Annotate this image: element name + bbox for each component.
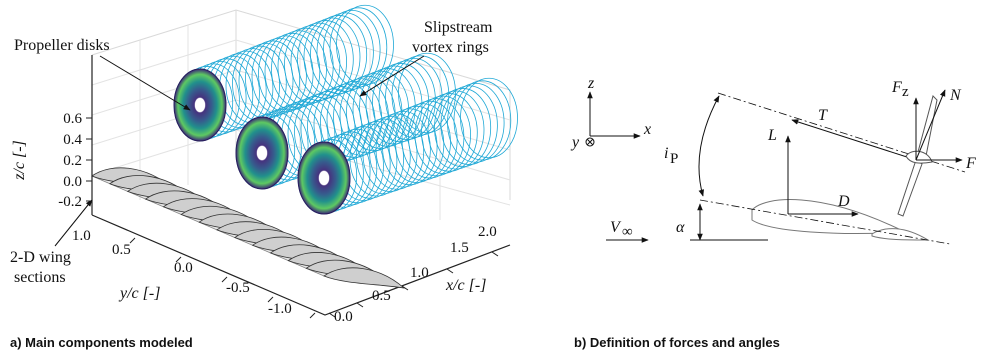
y-ticks [129, 237, 316, 319]
axis-y-label: y [570, 134, 580, 151]
y-tick-0.0: 0.0 [174, 260, 193, 276]
vortex-ring [336, 4, 394, 86]
vortex-ring [290, 22, 347, 101]
x-tick-1.5: 1.5 [450, 240, 469, 256]
vortex-ring [460, 77, 518, 159]
x-tick-1.0: 1.0 [410, 265, 429, 281]
vortex-ring [297, 20, 354, 99]
y-tick-neg1.0: -1.0 [268, 301, 292, 317]
vortex-ring [440, 85, 498, 165]
wing-sections-label-2: sections [14, 269, 66, 286]
caption-a: a) Main components modeled [10, 335, 193, 350]
x-tick-0.5: 0.5 [372, 288, 391, 304]
panel-b-forces-diagram: z x y α i P V ∞ L D T [570, 75, 976, 350]
flap [871, 228, 930, 241]
vortex-ring [414, 95, 471, 174]
thrust-label: T [818, 107, 828, 124]
vortex-ring [310, 15, 368, 95]
vortex-ring [382, 108, 438, 186]
vortex-ring [378, 60, 436, 140]
y-axis-label: y/c [-] [118, 285, 160, 302]
vortex-ring [447, 82, 505, 163]
vortex-ring [258, 35, 314, 113]
x-ticks [328, 251, 499, 318]
lift-label: L [767, 127, 777, 144]
vortex-ring [316, 12, 374, 92]
x-axis-label: x/c [-] [445, 277, 486, 294]
ip-label: i [664, 145, 668, 162]
alpha-label: α [676, 219, 685, 236]
vortex-ring [453, 80, 512, 161]
z-ticks [86, 117, 92, 202]
vortex-ring [264, 32, 321, 110]
panel-a-3d-plot: 0.6 0.4 0.2 0.0 -0.2 z/c [-] 1.0 0.5 [10, 4, 518, 350]
z-tick-0.2: 0.2 [63, 153, 82, 169]
vortex-ring [271, 30, 327, 108]
vortex-ring [395, 103, 451, 181]
floor-axes [91, 55, 511, 316]
vortex-ring [385, 57, 443, 138]
vortex-ring [427, 90, 485, 170]
vortex-ring [388, 105, 445, 183]
propeller-disks-label: Propeller disks [14, 37, 110, 54]
wing-sections-label-1: 2-D wing [10, 249, 71, 266]
drag-label: D [837, 193, 850, 210]
vortex-ring [421, 93, 478, 172]
vortex-ring [391, 55, 450, 136]
axis-x-label: x [643, 121, 651, 138]
x-tick-2.0: 2.0 [478, 224, 497, 240]
slipstream-label-2: vortex rings [412, 39, 489, 56]
z-tick-0.0: 0.0 [63, 174, 82, 190]
vortex-ring [329, 7, 388, 88]
fz-label: F [891, 79, 902, 96]
vinf-subscript: ∞ [622, 224, 633, 240]
slipstream-label-1: Slipstream [424, 19, 493, 36]
axis-z-label: z [587, 75, 595, 92]
z-axis-label: z/c [-] [11, 140, 28, 181]
wing-sections [91, 167, 406, 289]
fz-subscript: z [902, 84, 909, 100]
ip-subscript: P [670, 151, 678, 167]
y-tick-1.0: 1.0 [72, 228, 91, 244]
x-tick-0.0: 0.0 [334, 309, 353, 325]
propeller-blade-down [897, 159, 923, 217]
wing-section [323, 267, 406, 289]
force-f-label: F [965, 155, 976, 172]
normal-force-label: N [949, 87, 962, 104]
z-tick-0.6: 0.6 [63, 111, 82, 127]
vortex-ring [372, 63, 430, 143]
vortex-ring [303, 17, 361, 97]
y-tick-neg0.5: -0.5 [226, 280, 250, 296]
propeller-disks [173, 68, 351, 215]
airfoil [751, 199, 907, 234]
caption-b: b) Definition of forces and angles [574, 335, 780, 350]
vinf-label: V [610, 219, 622, 236]
z-tick-0.4: 0.4 [63, 132, 82, 148]
vortex-ring [398, 52, 456, 134]
vortex-ring [434, 88, 492, 168]
y-tick-0.5: 0.5 [112, 242, 131, 258]
z-tick-neg0.2: -0.2 [58, 194, 82, 210]
